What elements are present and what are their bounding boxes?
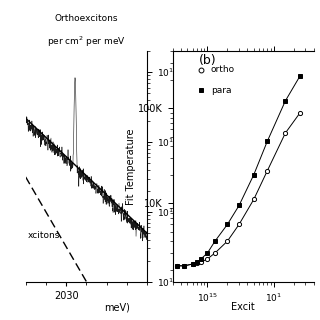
Text: per cm$^2$ per meV: per cm$^2$ per meV (47, 35, 126, 50)
Y-axis label: Fit Temperature: Fit Temperature (125, 128, 136, 205)
Text: Orthoexcitons: Orthoexcitons (55, 14, 118, 23)
Text: (b): (b) (199, 53, 217, 67)
Text: xcitons: xcitons (28, 231, 60, 240)
Text: meV): meV) (104, 302, 130, 312)
Text: Excit: Excit (231, 302, 255, 312)
Text: ortho: ortho (211, 65, 235, 74)
Text: para: para (211, 86, 231, 95)
